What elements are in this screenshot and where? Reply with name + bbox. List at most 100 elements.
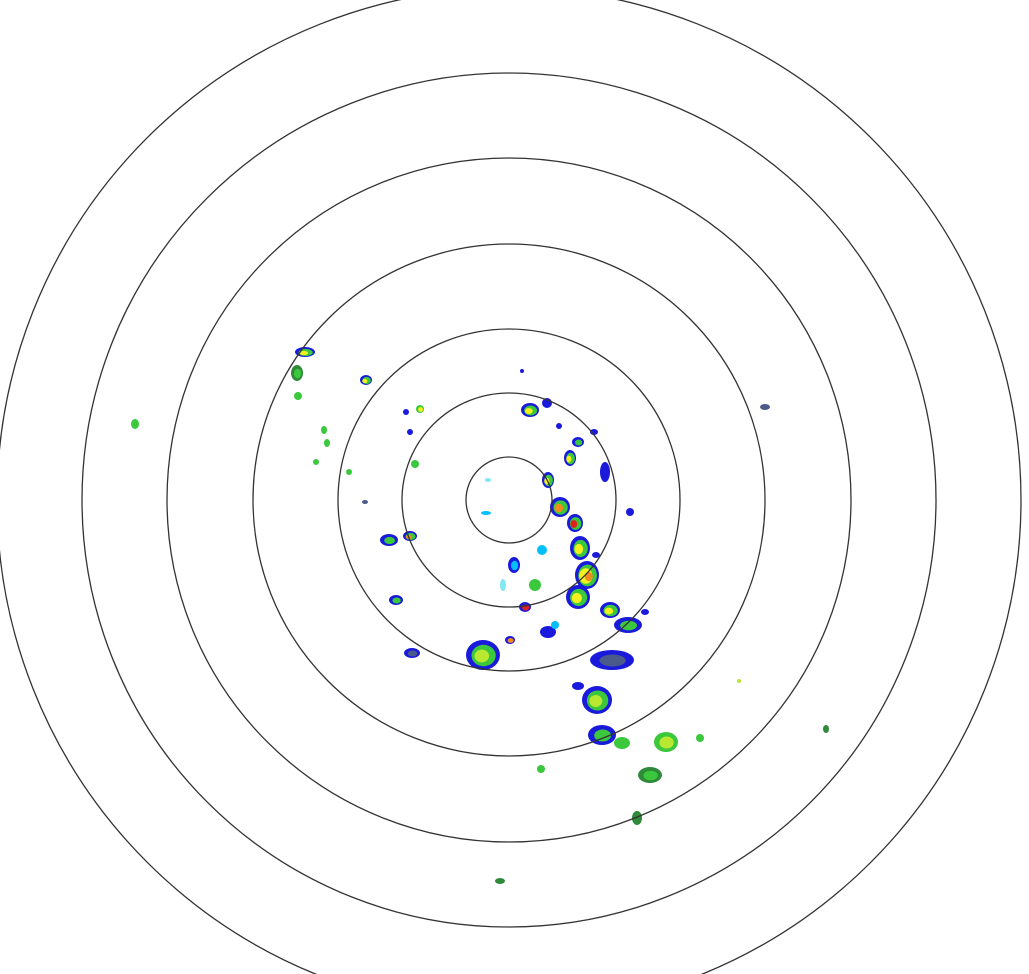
echo-green: [696, 734, 704, 742]
echo-cell: [313, 459, 319, 465]
echo-cell: [485, 478, 491, 482]
echo-light-cyan: [485, 478, 491, 482]
echo-cell: [360, 375, 372, 385]
echo-yellow: [299, 350, 309, 356]
echo-cell: [508, 557, 520, 573]
echo-cell: [572, 437, 584, 447]
echo-cell: [567, 514, 583, 532]
echo-cell: [572, 682, 584, 690]
echo-green: [294, 368, 302, 379]
echo-yellow: [362, 378, 368, 384]
echo-red: [570, 520, 578, 528]
echo-cell: [411, 460, 419, 468]
echo-green: [392, 597, 401, 604]
echo-yellow: [566, 455, 572, 463]
echo-yellow: [574, 543, 584, 555]
echo-blue: [600, 462, 610, 482]
echo-cell: [590, 650, 634, 670]
echo-blue: [540, 626, 556, 638]
echo-yellow: [571, 592, 582, 604]
range-ring-4: [252, 243, 766, 757]
echo-orange: [584, 571, 593, 582]
echo-cell: [294, 392, 302, 400]
echo-cell: [614, 617, 642, 633]
echo-cell: [590, 429, 598, 435]
echo-blue: [403, 409, 409, 415]
echo-cell: [654, 732, 678, 752]
echo-cell: [696, 734, 704, 742]
echo-blue: [590, 429, 598, 435]
echo-cell: [540, 626, 556, 638]
range-ring-6: [81, 72, 937, 928]
echo-dark-green: [823, 725, 829, 733]
echo-cell: [520, 369, 524, 373]
echo-orange: [507, 638, 514, 643]
echo-cell: [466, 640, 500, 670]
echo-cell: [321, 426, 327, 434]
echo-dark-green: [632, 811, 642, 825]
echo-cell: [566, 585, 590, 609]
echo-cyan: [551, 621, 559, 629]
echo-green: [411, 460, 419, 468]
echo-cell: [291, 365, 303, 381]
range-ring-2: [401, 392, 617, 608]
echo-cell: [537, 765, 545, 773]
echo-green: [537, 765, 545, 773]
echo-dark-green: [495, 878, 505, 884]
echo-cell: [407, 429, 413, 435]
echo-cell: [582, 686, 612, 714]
echo-yellow-green: [589, 695, 603, 707]
echo-cell: [500, 579, 506, 591]
echo-blue: [556, 423, 562, 429]
echo-cell: [564, 450, 576, 466]
echo-cell: [521, 403, 539, 417]
echo-blue: [520, 369, 524, 373]
precipitation-echoes: [131, 347, 829, 884]
echo-cell: [380, 534, 398, 546]
echo-green: [594, 729, 611, 742]
echo-cell: [626, 508, 634, 516]
echo-cell: [575, 561, 599, 589]
echo-cell: [416, 405, 424, 413]
echo-cell: [404, 648, 420, 658]
echo-cell: [346, 469, 352, 475]
echo-green: [294, 392, 302, 400]
echo-cyan: [481, 511, 491, 515]
echo-slate: [362, 500, 368, 504]
echo-cell: [570, 536, 590, 560]
echo-orange: [554, 503, 564, 513]
echo-green: [324, 439, 330, 447]
echo-green: [614, 737, 630, 749]
echo-light-cyan: [500, 579, 506, 591]
echo-yellow-green: [474, 649, 490, 663]
echo-blue: [572, 682, 584, 690]
echo-cell: [403, 409, 409, 415]
echo-green: [313, 459, 319, 465]
echo-cell: [737, 679, 741, 683]
echo-blue: [641, 609, 649, 615]
echo-yellow-green: [659, 736, 674, 749]
echo-slate: [599, 654, 626, 667]
range-ring-5: [166, 157, 852, 843]
echo-cell: [362, 500, 368, 504]
echo-green: [575, 439, 583, 446]
echo-yellow: [418, 407, 423, 412]
echo-cell: [556, 423, 562, 429]
echo-green: [131, 419, 139, 429]
echo-cell: [295, 347, 315, 357]
echo-cyan: [537, 545, 547, 555]
echo-green: [321, 426, 327, 434]
range-ring-3: [337, 328, 681, 672]
echo-cell: [600, 462, 610, 482]
echo-cell: [481, 511, 491, 515]
echo-cell: [551, 621, 559, 629]
echo-cell: [600, 602, 620, 618]
echo-cell: [529, 579, 541, 591]
range-ring-1: [465, 456, 553, 544]
echo-cyan: [510, 560, 519, 571]
echo-cell: [641, 609, 649, 615]
echo-blue: [407, 429, 413, 435]
